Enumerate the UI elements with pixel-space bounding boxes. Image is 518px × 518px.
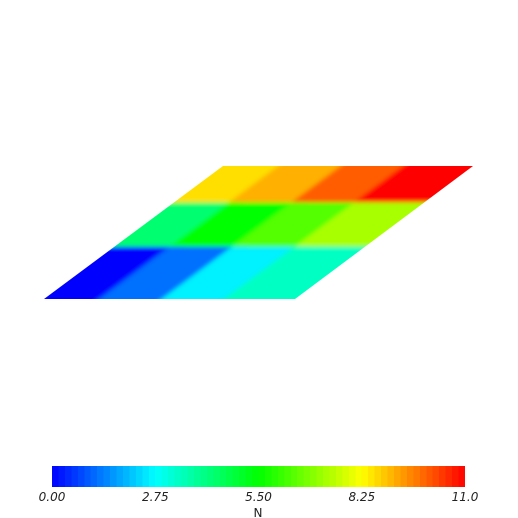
colorbar-tick-label: 5.50	[245, 490, 272, 504]
mesh-cell	[44, 246, 185, 299]
colorbar-tick-label: 2.75	[142, 490, 169, 504]
mesh-cell	[63, 246, 247, 299]
mesh-cell	[125, 246, 310, 299]
scalar-bar: 0.00 2.75 5.50 8.25 11.0 N	[39, 466, 479, 518]
colorbar-tick-label: 0.00	[39, 490, 66, 504]
scalar-bar-title: N	[254, 506, 263, 518]
colorbar-gradient	[52, 466, 465, 487]
colorbar-tick-label: 11.0	[452, 490, 479, 504]
mesh-cell	[332, 166, 473, 219]
mesh-surface	[44, 166, 473, 299]
mesh-cell	[270, 166, 454, 219]
colorbar-tick-label: 8.25	[348, 490, 375, 504]
mesh-cell	[207, 166, 392, 219]
